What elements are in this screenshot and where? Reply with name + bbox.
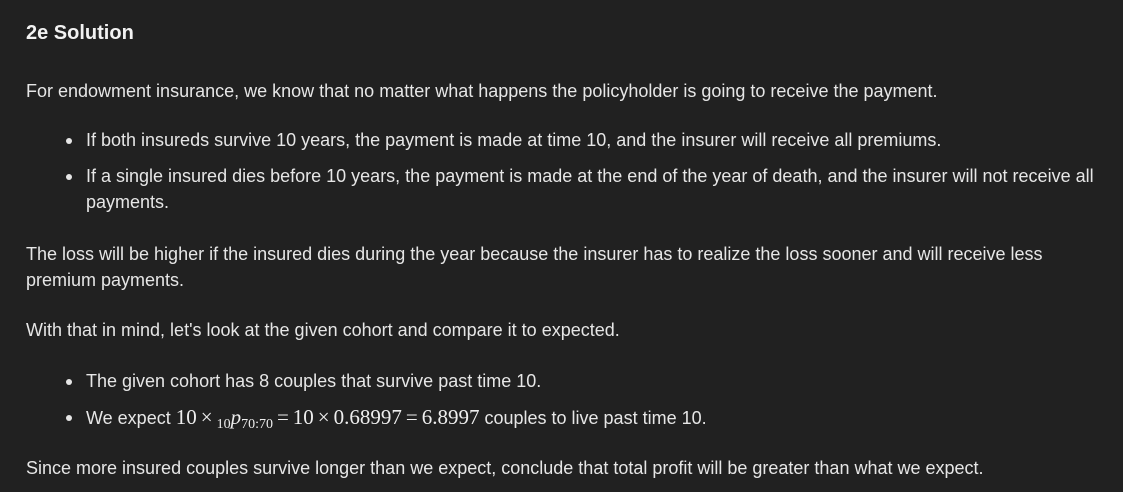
list-item-expectation: We expect 10 × 10p70:70 = 10 × 0.68997 = 6.8997 …: [26, 404, 1101, 434]
math-term: 10: [292, 405, 314, 429]
cohort-list: The given cohort has 8 couples that surv…: [26, 368, 1101, 444]
math-operator: =: [276, 405, 289, 429]
math-subscript: 70:70: [241, 417, 273, 432]
conclusion-paragraph: Since more insured couples survive longe…: [26, 458, 984, 478]
math-term: 0.68997: [333, 405, 402, 429]
math-operator: =: [405, 405, 418, 429]
math-term: 10: [175, 405, 197, 429]
math-result: 6.8997: [421, 405, 480, 429]
loss-paragraph: The loss will be higher if the insured d…: [26, 244, 1043, 290]
math-symbol: p: [230, 405, 242, 429]
list-item: If a single insured dies before 10 years…: [26, 163, 1101, 215]
expectation-formula: 10 × 10p70:70 = 10 × 0.68997 = 6.8997: [175, 405, 480, 432]
solution-heading: 2e Solution: [26, 22, 134, 44]
expectation-prefix: We expect: [86, 408, 176, 428]
math-operator: ×: [200, 405, 213, 429]
list-item: The given cohort has 8 couples that surv…: [26, 368, 1101, 394]
list-item: If both insureds survive 10 years, the p…: [26, 127, 1101, 153]
outcome-list: If both insureds survive 10 years, the p…: [26, 127, 1101, 225]
math-presubscript: 10: [216, 417, 231, 432]
intro-paragraph: For endowment insurance, we know that no…: [26, 81, 938, 101]
math-operator: ×: [317, 405, 330, 429]
cohort-intro-paragraph: With that in mind, let's look at the giv…: [26, 320, 620, 340]
expectation-suffix: couples to live past time 10.: [479, 408, 707, 428]
